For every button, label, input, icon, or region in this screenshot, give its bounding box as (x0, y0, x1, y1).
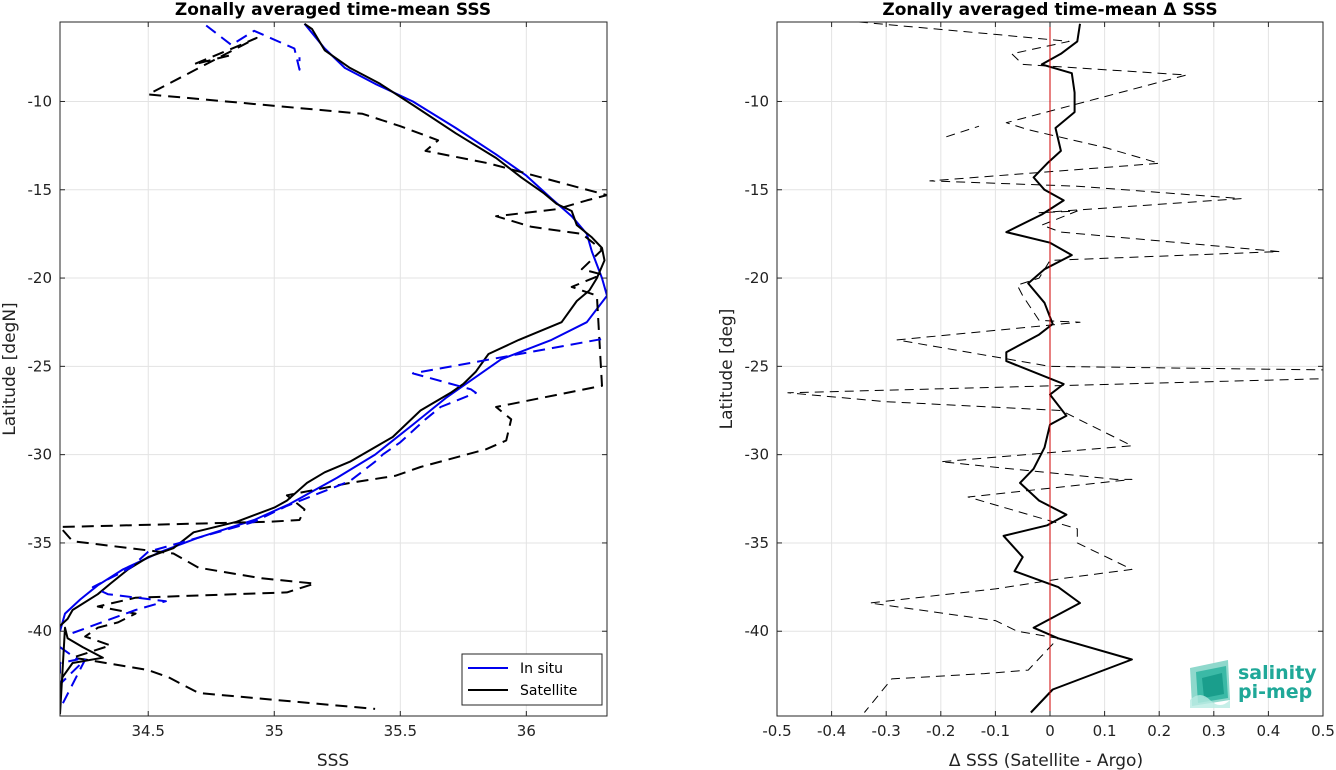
x-tick-label: 0 (1045, 722, 1055, 740)
left-plot-frame (59, 21, 608, 717)
right-chart-title: Zonally averaged time-mean Δ SSS (882, 0, 1217, 20)
left-grid (60, 22, 607, 716)
left-ticks: 34.5 35 35.5 36 -10 -15 -20 -25 -30 -35 -40 (28, 22, 607, 740)
left-plot-area (60, 22, 607, 716)
y-tick-label: -25 (745, 357, 770, 375)
x-tick-label: -0.3 (872, 722, 901, 740)
y-tick-label: -20 (745, 269, 770, 287)
x-tick-label: 0.5 (1311, 722, 1335, 740)
x-tick-label: -0.1 (981, 722, 1010, 740)
x-tick-label: -0.5 (762, 722, 791, 740)
left-chart-title: Zonally averaged time-mean SSS (175, 0, 491, 20)
y-tick-label: -10 (745, 92, 770, 110)
x-tick-label: 35.5 (384, 722, 417, 740)
x-tick-label: 0.2 (1147, 722, 1171, 740)
series-line-dashed-2 (946, 125, 980, 138)
legend-label-in-situ: In situ (520, 661, 563, 677)
x-tick-label: 0.3 (1202, 722, 1226, 740)
right-series-group (787, 22, 1323, 716)
left-series-group (60, 22, 607, 715)
series-line-dashed-1 (787, 22, 1323, 713)
y-tick-label: -35 (745, 534, 770, 552)
series-line-dashed-4 (72, 337, 607, 634)
left-y-axis-label: Latitude [degN] (0, 302, 20, 435)
x-tick-label: 34.5 (132, 722, 165, 740)
y-tick-label: -20 (28, 269, 53, 287)
y-tick-label: -25 (28, 357, 53, 375)
y-tick-label: -30 (745, 446, 770, 464)
x-tick-label: 0.1 (1093, 722, 1117, 740)
logo-text-line1: salinity (1238, 662, 1317, 684)
series-line-dashed-3 (60, 36, 607, 710)
legend-box (461, 653, 603, 706)
series-line-solid-6 (60, 626, 104, 715)
right-y-axis-label: Latitude [deg] (717, 309, 737, 430)
legend: In situ Satellite (461, 653, 603, 706)
x-tick-label: -0.4 (817, 722, 846, 740)
series-line-solid-0 (1002, 23, 1133, 714)
logo-text-line2: pi-mep (1238, 681, 1312, 703)
logo-mark-icon (1190, 660, 1230, 708)
series-line-dashed-2 (205, 24, 301, 71)
y-tick-label: -10 (28, 92, 53, 110)
series-line-dashed-5 (60, 646, 87, 710)
y-tick-label: -35 (28, 534, 53, 552)
right-x-axis-label: Δ SSS (Satellite - Argo) (949, 751, 1143, 770)
legend-label-satellite: Satellite (520, 683, 577, 699)
y-tick-label: -30 (28, 446, 53, 464)
y-tick-label: -40 (745, 622, 770, 640)
salinity-pimep-logo: salinity pi-mep (1190, 660, 1317, 708)
y-tick-label: -15 (745, 181, 770, 199)
left-x-axis-label: SSS (317, 751, 349, 770)
series-line-solid-1 (60, 22, 606, 627)
right-ticks: -0.5 -0.4 -0.3 -0.2 -0.1 0 0.1 0.2 0.3 0.4 0.5 -10 -… (745, 22, 1335, 740)
left-panel: Zonally averaged time-mean SSS 34.5 35 35.… (0, 0, 608, 770)
y-tick-label: -40 (28, 622, 53, 640)
x-tick-label: 0.4 (1256, 722, 1280, 740)
x-tick-label: 35 (265, 722, 284, 740)
x-tick-label: 36 (517, 722, 536, 740)
right-panel: Zonally averaged time-mean Δ SSS -0.5 -0.… (717, 0, 1335, 770)
y-tick-label: -15 (28, 181, 53, 199)
x-tick-label: -0.2 (926, 722, 955, 740)
